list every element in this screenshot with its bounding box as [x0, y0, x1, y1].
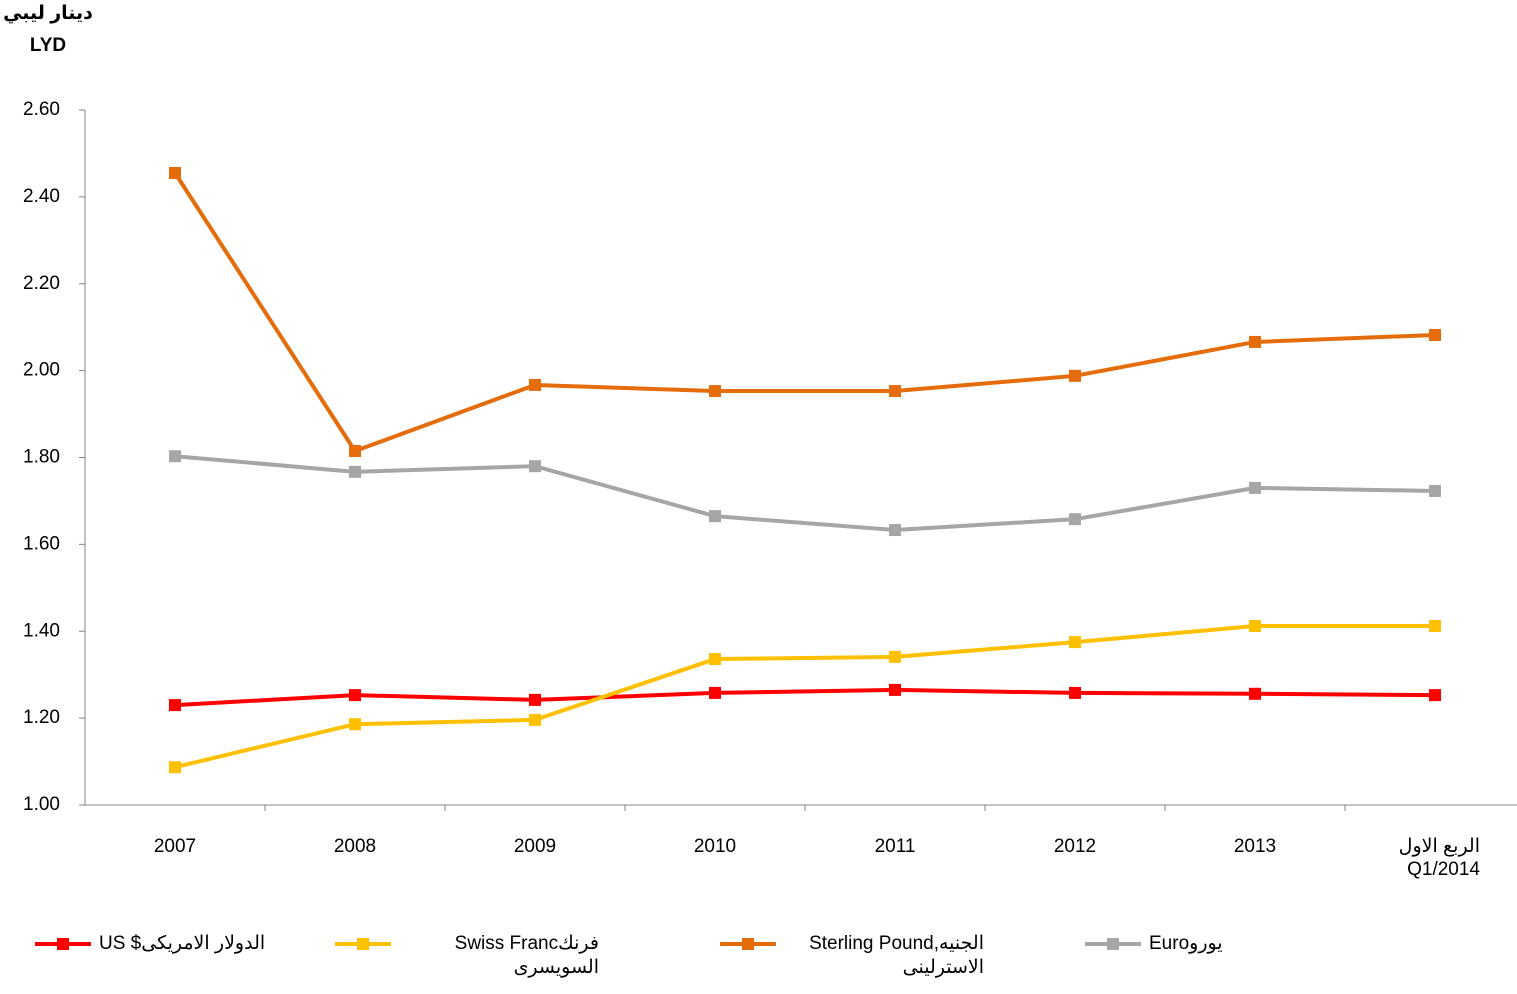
marker	[1429, 484, 1441, 497]
y-tick-label: 2.40	[23, 186, 60, 207]
marker	[169, 166, 181, 179]
marker	[709, 385, 721, 398]
y-tick-label: 2.60	[23, 99, 60, 120]
x-tick-label: الربع الاول Q1/2014	[1398, 836, 1480, 880]
legend-swatch	[335, 938, 391, 950]
legend-swatch	[720, 938, 776, 950]
series-line	[173, 171, 1436, 453]
legend-item: Swiss Francفرنك السويسرى	[335, 932, 599, 980]
legend-item: Euroيورو	[1085, 932, 1223, 956]
legend-marker	[1107, 938, 1119, 950]
legend-item: US $الدولار الامريكى	[35, 932, 265, 956]
marker	[709, 686, 721, 699]
marker	[529, 378, 541, 391]
series-line	[174, 687, 1436, 708]
marker	[1429, 689, 1441, 702]
marker	[529, 693, 541, 706]
x-tick-label: 2013	[1233, 836, 1277, 857]
marker	[169, 450, 181, 463]
marker	[889, 524, 901, 537]
marker	[349, 444, 361, 457]
marker	[889, 385, 901, 398]
legend-label: Swiss Francفرنك السويسرى	[454, 933, 599, 978]
marker	[349, 465, 361, 478]
legend-label: Sterling Pound,الجنيه الاسترلينى	[809, 933, 984, 978]
y-tick-label: 1.00	[23, 794, 60, 815]
legend-marker	[357, 938, 369, 950]
x-tick-label: 2008	[333, 836, 377, 857]
marker	[1249, 481, 1261, 494]
legend-label: US $الدولار الامريكى	[99, 933, 266, 954]
marker	[1069, 369, 1081, 382]
series-line	[174, 624, 1435, 770]
marker	[1069, 686, 1081, 699]
x-tick-label: 2010	[693, 836, 737, 857]
x-tick-label: 2009	[513, 836, 557, 857]
marker	[169, 699, 181, 712]
marker	[889, 683, 901, 696]
marker	[1069, 636, 1081, 649]
y-tick-label: 1.20	[23, 707, 60, 728]
y-tick-label: 1.80	[23, 447, 60, 468]
legend-label: Euroيورو	[1149, 933, 1223, 954]
marker	[349, 689, 361, 702]
marker	[709, 653, 721, 666]
marker	[889, 650, 901, 663]
x-tick-label: 2007	[153, 836, 197, 857]
series-line	[174, 454, 1436, 533]
x-tick-label: 2012	[1053, 836, 1097, 857]
y-title: LYD	[30, 35, 66, 56]
marker	[1429, 620, 1441, 633]
marker	[1069, 513, 1081, 526]
y-tick-label: 2.20	[23, 273, 60, 294]
marker	[1249, 620, 1261, 633]
y-title: دينار ليبي	[3, 3, 93, 24]
marker	[529, 460, 541, 473]
y-tick-label: 1.40	[23, 620, 60, 641]
legend-item: Sterling Pound,الجنيه الاسترلينى	[720, 932, 984, 980]
marker	[529, 713, 541, 726]
marker	[1429, 329, 1441, 342]
y-tick-label: 2.00	[23, 360, 60, 381]
legend-swatch	[1085, 938, 1141, 950]
legend-marker	[742, 938, 754, 950]
marker	[1249, 335, 1261, 348]
marker	[1249, 687, 1261, 700]
legend-swatch	[35, 938, 91, 950]
x-tick-label: 2011	[874, 836, 916, 857]
marker	[169, 761, 181, 774]
marker	[349, 718, 361, 731]
marker	[709, 510, 721, 523]
legend-marker	[57, 938, 69, 950]
y-tick-label: 1.60	[23, 533, 60, 554]
